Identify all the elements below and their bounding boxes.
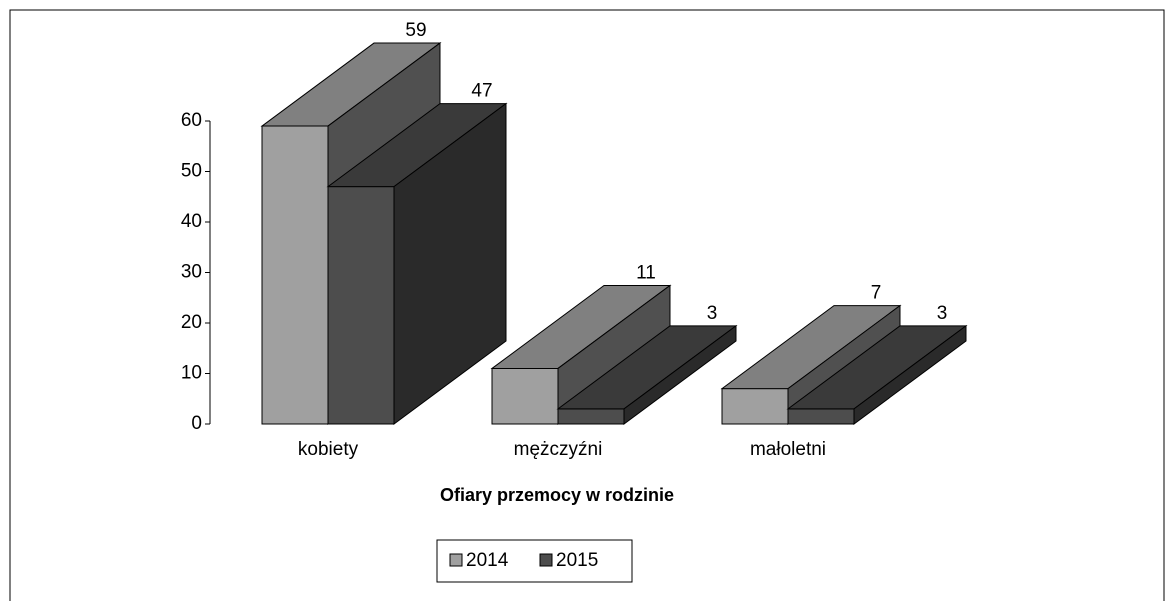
legend-box: [436, 539, 633, 583]
y-tick-label: 30: [181, 262, 202, 283]
legend-swatch: [539, 553, 553, 567]
y-tick-label: 50: [181, 161, 202, 182]
value-label: 11: [636, 262, 656, 283]
legend-label: 2014: [466, 550, 509, 571]
value-label: 3: [937, 303, 948, 324]
y-tick-label: 0: [191, 413, 202, 434]
bar-side: [393, 102, 507, 425]
value-label: 7: [871, 283, 882, 304]
legend-swatch: [449, 553, 463, 567]
bar-front: [787, 408, 855, 425]
value-label: 3: [707, 303, 718, 324]
y-tick-label: 10: [181, 363, 202, 384]
bar-front: [327, 186, 395, 425]
bar: [326, 102, 508, 425]
bar: [786, 324, 968, 425]
y-tick-label: 20: [181, 312, 202, 333]
value-label: 47: [471, 81, 492, 102]
y-tick-label: 60: [181, 110, 202, 131]
bar-front: [491, 367, 559, 425]
y-tick-label: 40: [181, 211, 202, 232]
bar: [556, 324, 738, 425]
legend-label: 2015: [556, 550, 598, 571]
value-label: 59: [405, 20, 426, 41]
x-tick-label: małoletni: [750, 439, 826, 460]
chart-title: Ofiary przemocy w rodzinie: [440, 485, 674, 505]
bar-side: [623, 324, 737, 425]
bar-front: [721, 388, 789, 425]
x-tick-label: mężczyźni: [514, 439, 603, 460]
bar-front: [557, 408, 625, 425]
bar-front: [261, 125, 329, 425]
x-tick-label: kobiety: [298, 439, 359, 460]
bar-side: [853, 324, 967, 425]
chart-border: [9, 9, 1165, 601]
